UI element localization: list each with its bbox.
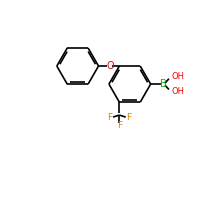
Text: F: F (117, 121, 122, 130)
Text: OH: OH (171, 72, 184, 81)
Text: O: O (106, 61, 114, 71)
Text: OH: OH (171, 87, 184, 96)
Text: F: F (107, 113, 113, 122)
Text: F: F (126, 113, 131, 122)
Text: B: B (160, 79, 166, 89)
